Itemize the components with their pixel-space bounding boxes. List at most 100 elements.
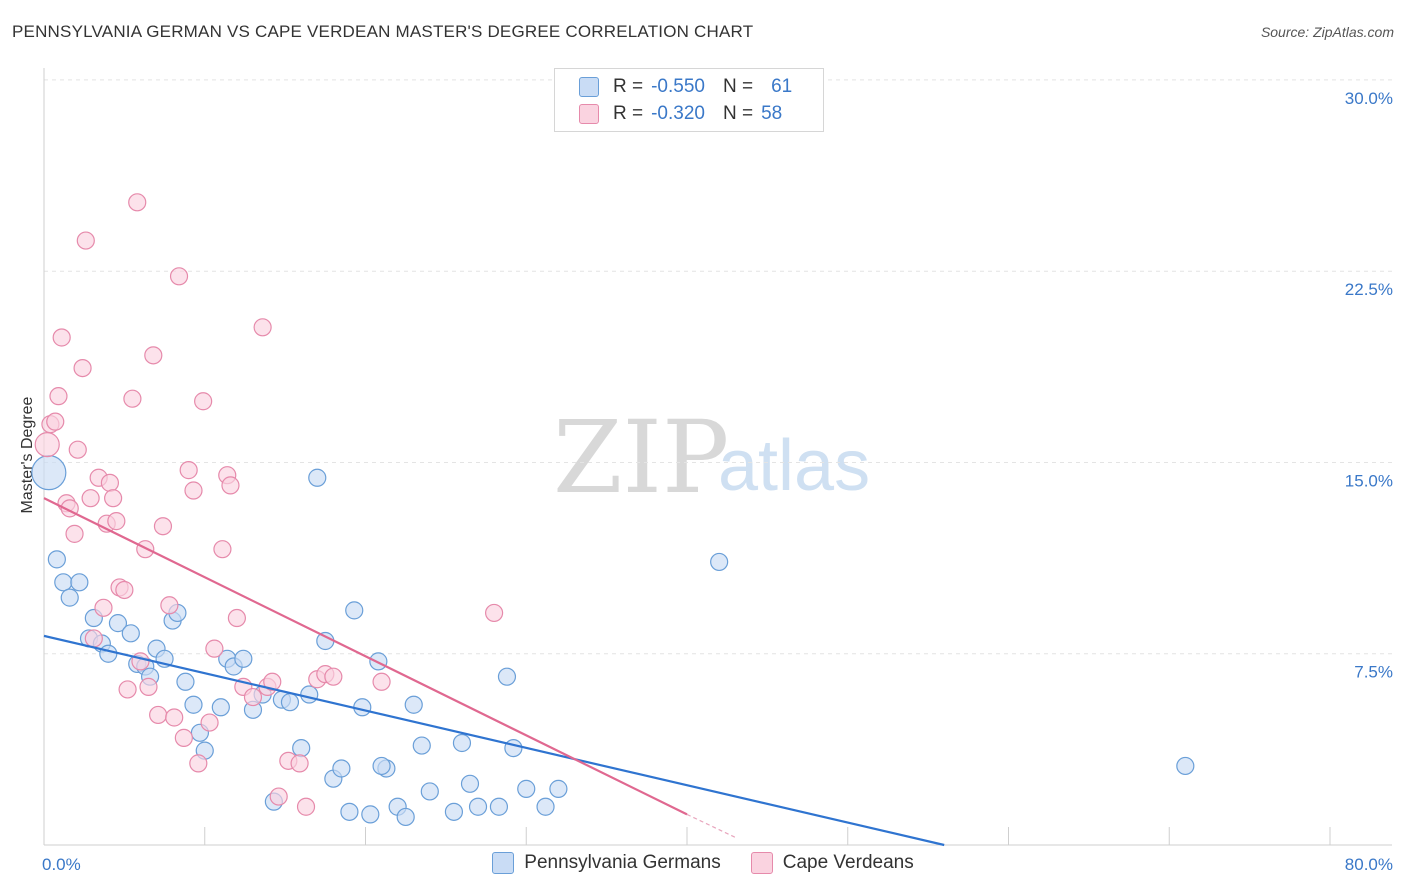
point-pennsylvania-germans xyxy=(121,624,140,643)
r-label: R = xyxy=(613,76,644,97)
point-cape-verdeans xyxy=(184,481,203,500)
point-pennsylvania-germans xyxy=(292,738,311,758)
point-cape-verdeans xyxy=(118,680,137,699)
n-label: N = xyxy=(722,76,754,97)
point-pennsylvania-germans xyxy=(184,695,203,714)
source-label: Source: ZipAtlas.com xyxy=(1260,24,1394,40)
point-pennsylvania-germans xyxy=(345,601,364,620)
watermark-atlas: atlas xyxy=(718,426,870,506)
legend-row-pennsylvania-germans: R = -0.550 N = 61 xyxy=(579,75,792,99)
point-cape-verdeans xyxy=(324,667,343,686)
point-cape-verdeans xyxy=(296,797,316,816)
point-pennsylvania-germans xyxy=(710,552,729,572)
trend-line-pennsylvania-germans xyxy=(43,634,945,847)
point-pennsylvania-germans xyxy=(70,573,89,592)
legend-swatch-blue xyxy=(579,77,599,97)
point-pennsylvania-germans xyxy=(444,802,464,821)
trend-line-cape-verdeans xyxy=(43,497,688,816)
point-pennsylvania-germans xyxy=(361,805,380,824)
trend-line-extension xyxy=(686,813,736,838)
point-pennsylvania-germans xyxy=(176,672,195,691)
legend-swatch-pink xyxy=(579,104,599,124)
legend-item-pennsylvania-germans[interactable]: Pennsylvania Germans xyxy=(492,852,721,874)
point-cape-verdeans xyxy=(269,787,288,806)
point-cape-verdeans xyxy=(144,346,163,365)
point-pennsylvania-germans xyxy=(372,756,391,776)
point-pennsylvania-germans xyxy=(412,736,431,755)
point-pennsylvania-germans xyxy=(497,667,517,686)
point-cape-verdeans xyxy=(227,608,246,628)
point-cape-verdeans xyxy=(123,389,142,408)
y-tick-label: 15.0% xyxy=(1345,471,1393,490)
point-pennsylvania-germans xyxy=(47,550,66,569)
point-pennsylvania-germans xyxy=(517,779,536,798)
point-cape-verdeans xyxy=(81,489,100,508)
point-pennsylvania-germans xyxy=(468,797,488,816)
point-pennsylvania-germans xyxy=(308,468,327,487)
legend-swatch-blue xyxy=(492,852,515,874)
point-pennsylvania-germans xyxy=(396,807,415,827)
point-cape-verdeans xyxy=(290,754,309,773)
point-cape-verdeans xyxy=(84,629,103,648)
y-tick-label: 30.0% xyxy=(1345,89,1393,108)
point-pennsylvania-germans xyxy=(536,797,555,816)
point-cape-verdeans xyxy=(169,267,189,286)
point-cape-verdeans xyxy=(76,231,95,250)
point-cape-verdeans xyxy=(128,193,147,212)
point-pennsylvania-germans xyxy=(280,693,300,712)
point-pennsylvania-germans xyxy=(300,685,319,704)
point-cape-verdeans xyxy=(46,412,65,431)
chart-title: PENNSYLVANIA GERMAN VS CAPE VERDEAN MAST… xyxy=(12,22,754,41)
point-cape-verdeans xyxy=(200,713,219,732)
r-value: -0.550 xyxy=(651,76,705,97)
point-cape-verdeans xyxy=(194,392,213,411)
point-pennsylvania-germans xyxy=(234,649,253,668)
point-pennsylvania-germans xyxy=(489,797,509,816)
y-tick-label: 7.5% xyxy=(1354,663,1393,682)
point-cape-verdeans xyxy=(52,328,71,347)
point-pennsylvania-germans xyxy=(332,759,351,778)
point-pennsylvania-germans xyxy=(1176,756,1195,776)
point-cape-verdeans xyxy=(160,596,179,615)
point-cape-verdeans xyxy=(34,432,60,458)
point-cape-verdeans xyxy=(179,461,198,480)
point-pennsylvania-germans xyxy=(404,695,423,714)
legend-item-cape-verdeans[interactable]: Cape Verdeans xyxy=(750,852,914,874)
legend-label: Pennsylvania Germans xyxy=(524,852,721,873)
n-value: 61 xyxy=(771,76,793,97)
point-cape-verdeans xyxy=(485,603,504,623)
point-pennsylvania-germans xyxy=(60,588,79,607)
point-pennsylvania-germans xyxy=(108,614,128,633)
r-value: -0.320 xyxy=(651,103,705,124)
correlation-legend: R = -0.550 N = 61 R = -0.320 N = 58 xyxy=(554,68,824,132)
point-cape-verdeans xyxy=(153,517,173,536)
point-cape-verdeans xyxy=(104,489,123,508)
point-cape-verdeans xyxy=(100,473,120,492)
n-label: N = xyxy=(722,103,754,124)
point-pennsylvania-germans xyxy=(460,774,480,793)
point-pennsylvania-germans xyxy=(31,455,67,491)
x-tick-labels: 0.0% 80.0% xyxy=(42,855,1393,874)
point-cape-verdeans xyxy=(149,705,168,725)
point-pennsylvania-germans xyxy=(504,738,523,758)
point-cape-verdeans xyxy=(73,358,92,378)
point-pennsylvania-germans xyxy=(549,779,568,798)
point-cape-verdeans xyxy=(107,512,126,531)
point-pennsylvania-germans xyxy=(420,782,439,801)
legend-swatch-pink xyxy=(750,852,773,874)
gridlines xyxy=(44,79,1392,655)
point-cape-verdeans xyxy=(243,687,263,707)
data-points xyxy=(31,193,1195,827)
point-cape-verdeans xyxy=(253,318,272,337)
trend-lines xyxy=(43,497,945,847)
point-pennsylvania-germans xyxy=(353,698,372,717)
point-cape-verdeans xyxy=(174,728,193,747)
point-cape-verdeans xyxy=(213,540,232,559)
point-cape-verdeans xyxy=(131,652,150,671)
x-tick-label-min: 0.0% xyxy=(42,855,81,874)
point-cape-verdeans xyxy=(165,708,184,727)
point-cape-verdeans xyxy=(65,524,84,543)
legend-row-cape-verdeans: R = -0.320 N = 58 xyxy=(579,102,782,126)
point-cape-verdeans xyxy=(115,580,134,600)
point-cape-verdeans xyxy=(68,440,87,459)
